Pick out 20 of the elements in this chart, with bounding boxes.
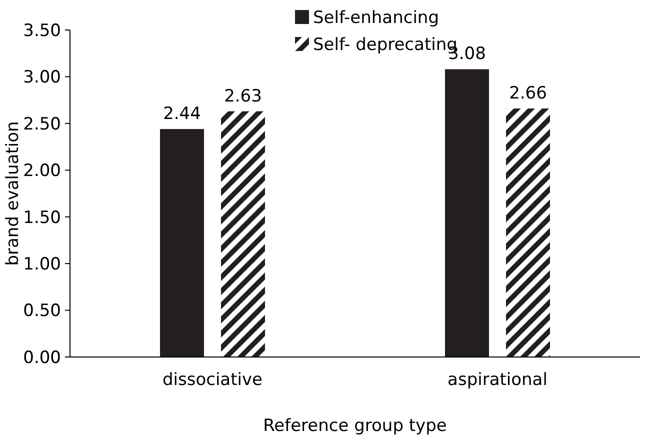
y-tick-label: 0.00 bbox=[23, 348, 61, 368]
y-tick-label: 3.00 bbox=[23, 68, 61, 88]
y-tick-label: 3.50 bbox=[23, 20, 61, 41]
y-tick-label: 1.50 bbox=[23, 208, 61, 228]
data-label: 2.66 bbox=[509, 83, 547, 104]
y-tick-label: 2.50 bbox=[23, 114, 61, 134]
bar bbox=[506, 108, 550, 357]
y-axis-title: brand evaluation bbox=[3, 121, 23, 266]
y-tick-label: 2.00 bbox=[23, 161, 61, 182]
bar bbox=[445, 69, 489, 357]
y-tick-label: 1.00 bbox=[23, 254, 61, 275]
bar bbox=[160, 129, 204, 357]
x-axis-title: Reference group type bbox=[263, 416, 447, 436]
x-tick-label: dissociative bbox=[162, 370, 263, 390]
y-tick-label: 0.50 bbox=[23, 301, 61, 322]
data-label: 2.44 bbox=[163, 104, 201, 124]
data-label: 2.63 bbox=[224, 86, 262, 106]
legend-label: Self-enhancing bbox=[313, 8, 439, 28]
bar bbox=[221, 111, 265, 357]
x-tick-label: aspirational bbox=[448, 370, 548, 390]
